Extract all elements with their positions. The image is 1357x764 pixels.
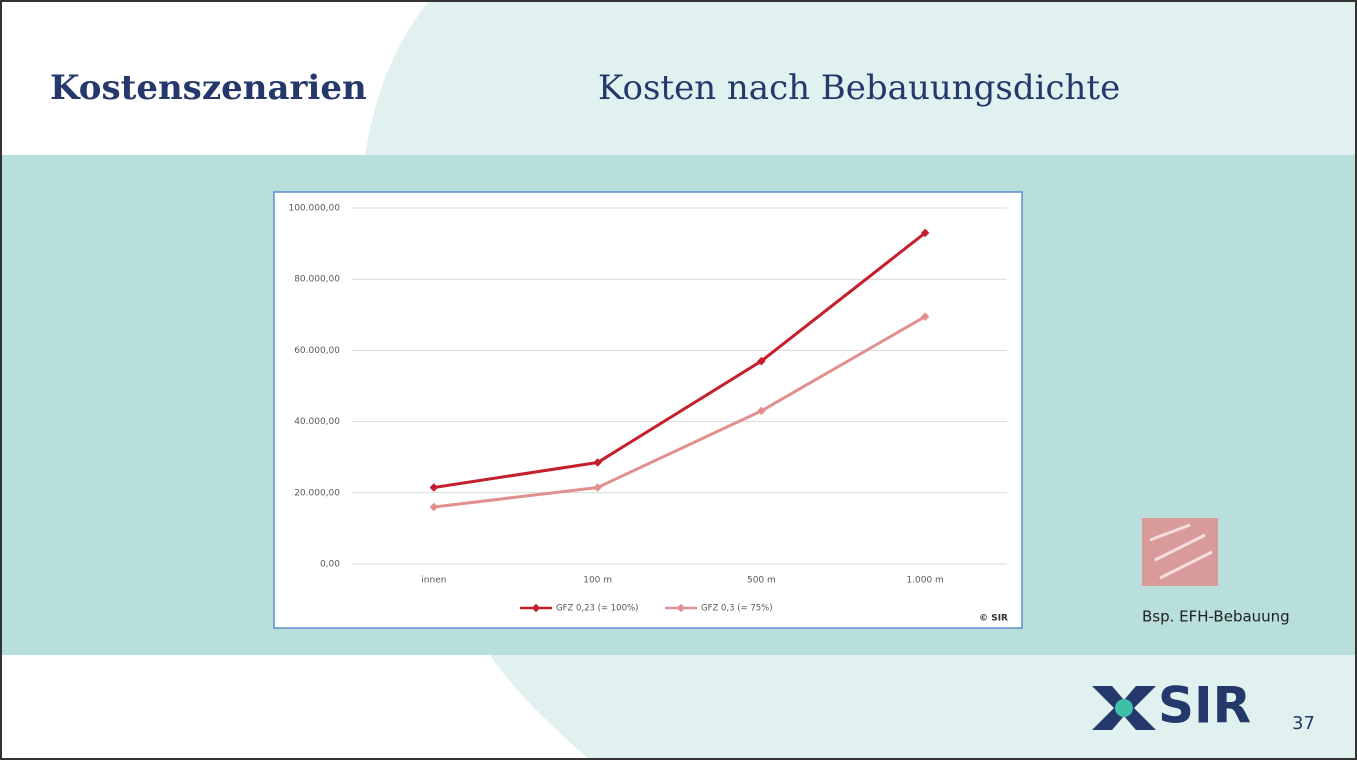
x-tick-label: 1.000 m: [906, 576, 943, 586]
logo-dot: [1115, 699, 1133, 717]
x-tick-label: innen: [421, 576, 446, 586]
header-shape: [365, 0, 1357, 155]
y-tick-label: 80.000,00: [294, 275, 340, 285]
logo: SIR: [1092, 677, 1251, 735]
x-tick-label: 500 m: [747, 576, 776, 586]
y-tick-label: 0,00: [320, 560, 340, 570]
series-marker: [593, 483, 602, 492]
logo-text: SIR: [1158, 677, 1251, 735]
series-marker: [757, 406, 766, 416]
series-marker: [429, 483, 439, 492]
slide-title: Kostenszenarien: [50, 68, 367, 108]
chart-annotation: © SIR: [979, 614, 1008, 624]
y-tick-label: 60.000,00: [294, 346, 340, 356]
series-marker: [920, 312, 930, 321]
footer-shape: [490, 655, 1357, 760]
thumbnail: [1142, 518, 1218, 586]
series-marker: [429, 502, 439, 512]
legend-label: GFZ 0,3 (= 75%): [701, 604, 773, 614]
series-line: [433, 315, 926, 509]
slide-subtitle: Kosten nach Bebauungsdichte: [598, 68, 1120, 108]
chart-frame: [273, 191, 1023, 629]
legend-marker: [676, 603, 686, 613]
page-number: 37: [1292, 713, 1315, 734]
series-marker: [757, 356, 766, 366]
legend-marker: [531, 603, 541, 613]
y-tick-label: 100.000,00: [288, 204, 340, 214]
legend-label: GFZ 0,23 (= 100%): [556, 604, 638, 614]
x-tick-label: 100 m: [583, 576, 612, 586]
series-line: [433, 231, 927, 489]
image-caption: Bsp. EFH-Bebauung: [1142, 608, 1290, 626]
thumbnail-detail: [1149, 523, 1213, 580]
series-marker: [593, 458, 602, 467]
y-tick-label: 20.000,00: [294, 488, 340, 498]
y-tick-label: 40.000,00: [294, 417, 340, 427]
